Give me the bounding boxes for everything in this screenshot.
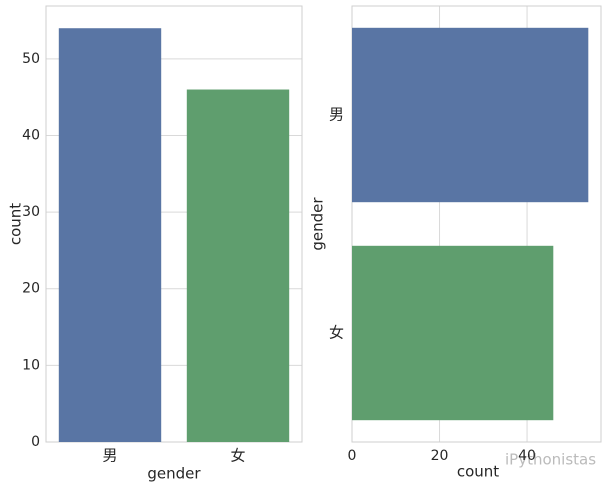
x-axis-label: count	[457, 463, 499, 481]
watermark: iPythonistas	[505, 451, 596, 469]
left-axes-frame	[45, 5, 303, 443]
bar	[352, 27, 589, 203]
y-tick-label: 40	[22, 127, 40, 143]
x-tick-label: 女	[230, 447, 245, 465]
x-tick-label: 男	[102, 447, 117, 465]
y-tick-label: 20	[22, 281, 40, 297]
y-tick-label: 0	[31, 434, 40, 450]
x-tick-label: 0	[348, 448, 357, 464]
y-tick-label: 10	[22, 357, 40, 373]
bar	[186, 89, 290, 442]
bar	[58, 28, 162, 443]
y-axis-label: gender	[309, 197, 327, 251]
y-tick-label: 男	[329, 106, 344, 124]
y-tick-label: 女	[329, 324, 344, 342]
right-axes-frame	[351, 5, 602, 443]
x-tick-label: 40	[518, 448, 536, 464]
y-tick-label: 30	[22, 204, 40, 220]
x-axis-label: gender	[147, 465, 201, 483]
bar	[352, 245, 554, 421]
x-tick-label: 20	[431, 448, 449, 464]
y-tick-label: 50	[22, 51, 40, 67]
y-axis-label: count	[7, 203, 25, 245]
